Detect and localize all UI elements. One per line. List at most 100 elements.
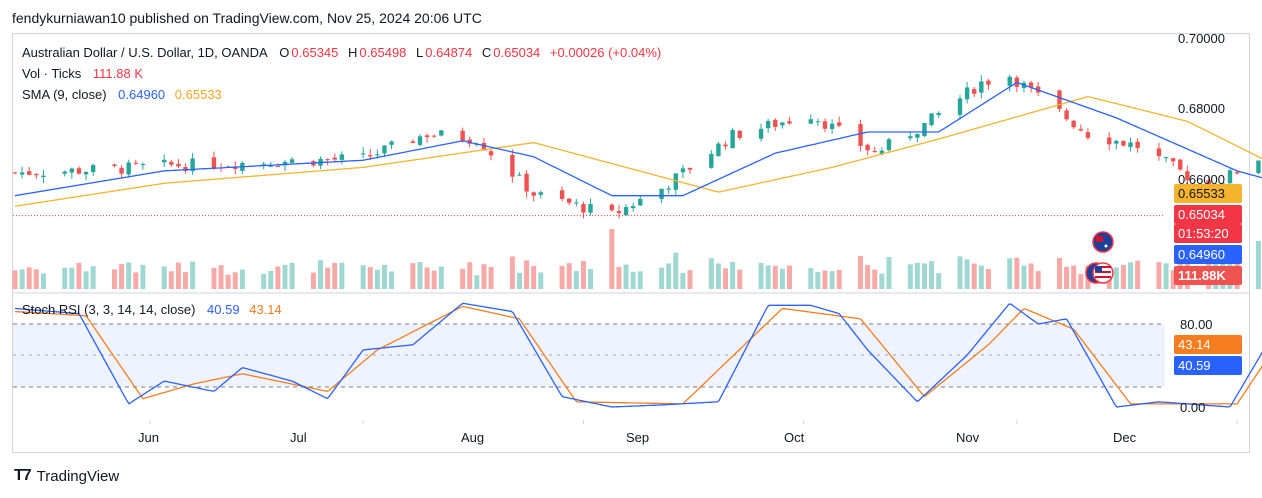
volume-bar xyxy=(190,261,196,289)
symbol-title[interactable]: Australian Dollar / U.S. Dollar, 1D, OAN… xyxy=(22,45,268,60)
last-price-label: 0.65034 xyxy=(1174,205,1242,224)
candle-body xyxy=(360,153,366,155)
candle-body xyxy=(289,159,295,163)
month-aug: Aug xyxy=(461,430,485,445)
candle-body xyxy=(765,121,771,129)
candle-body xyxy=(119,167,124,174)
candle-body xyxy=(162,159,167,163)
volume-bar xyxy=(879,273,885,289)
volume-bar xyxy=(19,269,25,289)
volume-bar xyxy=(175,262,181,289)
volume-bar xyxy=(481,264,487,289)
volume-bar xyxy=(829,271,835,289)
candle-body xyxy=(986,80,991,85)
volume-bar xyxy=(26,267,32,289)
sma-slow-value: 0.65533 xyxy=(174,87,222,102)
au-flag-icon xyxy=(1092,231,1114,253)
candle-body xyxy=(432,135,437,137)
candle-body xyxy=(716,143,721,156)
volume-bar xyxy=(438,266,444,289)
volume-bar xyxy=(275,266,281,289)
volume-bar xyxy=(161,266,167,289)
candle-body xyxy=(382,145,387,154)
candle-body xyxy=(687,167,693,170)
low-label: L xyxy=(416,45,424,60)
month-jul: Jul xyxy=(290,430,307,445)
volume-bar xyxy=(566,263,572,289)
volume-bar xyxy=(133,272,139,289)
volume-bar xyxy=(772,265,778,289)
volume-bar xyxy=(1128,262,1134,289)
volume-bar xyxy=(1035,271,1041,289)
month-oct: Oct xyxy=(784,430,805,445)
candle-body xyxy=(417,136,423,145)
candle-body xyxy=(865,144,870,151)
candle-body xyxy=(922,122,927,137)
month-sep: Sep xyxy=(626,430,650,445)
volume-bar xyxy=(765,265,771,289)
candle-body xyxy=(680,168,686,173)
candle-body xyxy=(1135,141,1140,148)
volume-bar xyxy=(126,262,132,289)
volume-label[interactable]: Vol · Ticks xyxy=(22,66,82,81)
close-label: C xyxy=(481,45,492,60)
candle-body xyxy=(325,159,330,161)
legend-volume-line: Vol · Ticks 111.88 K xyxy=(22,66,145,81)
volume-bar xyxy=(872,269,878,289)
candle-body xyxy=(1071,120,1076,128)
volume-bar xyxy=(538,272,544,289)
volume-bar xyxy=(289,262,295,289)
price-tick-1: 0.68000 xyxy=(1178,101,1225,116)
candle-body xyxy=(133,162,138,164)
footer-brand[interactable]: T7 TradingView xyxy=(14,467,119,485)
candle-body xyxy=(83,171,89,175)
candle-body xyxy=(886,139,892,151)
volume-bar xyxy=(467,262,473,289)
volume-bars xyxy=(12,229,1261,289)
sma-slow-line xyxy=(14,96,1262,207)
volume-bar xyxy=(318,260,324,289)
volume-bar xyxy=(758,262,764,289)
volume-bar xyxy=(808,267,814,289)
candle-body xyxy=(76,168,82,174)
volume-bar xyxy=(62,267,68,289)
volume-bar xyxy=(90,266,96,289)
candle-body xyxy=(1234,171,1240,174)
candle-body xyxy=(531,192,536,196)
candle-body xyxy=(268,165,273,167)
stoch-rsi-d-line xyxy=(14,305,1262,405)
candle-body xyxy=(524,173,529,192)
candle-body xyxy=(567,198,572,203)
volume-bar xyxy=(637,271,643,289)
volume-bar xyxy=(673,252,679,289)
volume-bar xyxy=(431,270,437,289)
candle-body xyxy=(1185,171,1190,181)
volume-bar xyxy=(389,271,395,289)
candle-body xyxy=(773,119,778,128)
candle-body xyxy=(275,166,281,168)
stoch-rsi-label[interactable]: Stoch RSI (3, 3, 14, 14, close) xyxy=(22,302,196,317)
volume-bar xyxy=(140,264,146,289)
candle-body xyxy=(339,154,345,160)
candle-body xyxy=(559,190,565,200)
volume-bar xyxy=(239,269,245,289)
volume-bar xyxy=(580,260,586,289)
volume-bar xyxy=(666,263,672,289)
sma-label[interactable]: SMA (9, close) xyxy=(22,87,107,102)
high-value: 0.65498 xyxy=(359,45,407,60)
candle-body xyxy=(737,130,742,138)
volume-bar xyxy=(424,267,430,289)
volume-bar xyxy=(367,267,373,289)
volume-bar xyxy=(282,264,288,289)
volume-bar xyxy=(978,265,984,289)
candle-body xyxy=(41,175,46,178)
volume-bar xyxy=(332,262,338,289)
volume-bar xyxy=(559,265,565,289)
candle-body xyxy=(389,141,394,145)
candle-body xyxy=(673,173,678,190)
candle-body xyxy=(126,162,131,175)
candle-body xyxy=(616,210,622,214)
volume-bar xyxy=(381,264,387,289)
candle-body xyxy=(1107,137,1112,145)
volume-bar xyxy=(964,259,970,289)
